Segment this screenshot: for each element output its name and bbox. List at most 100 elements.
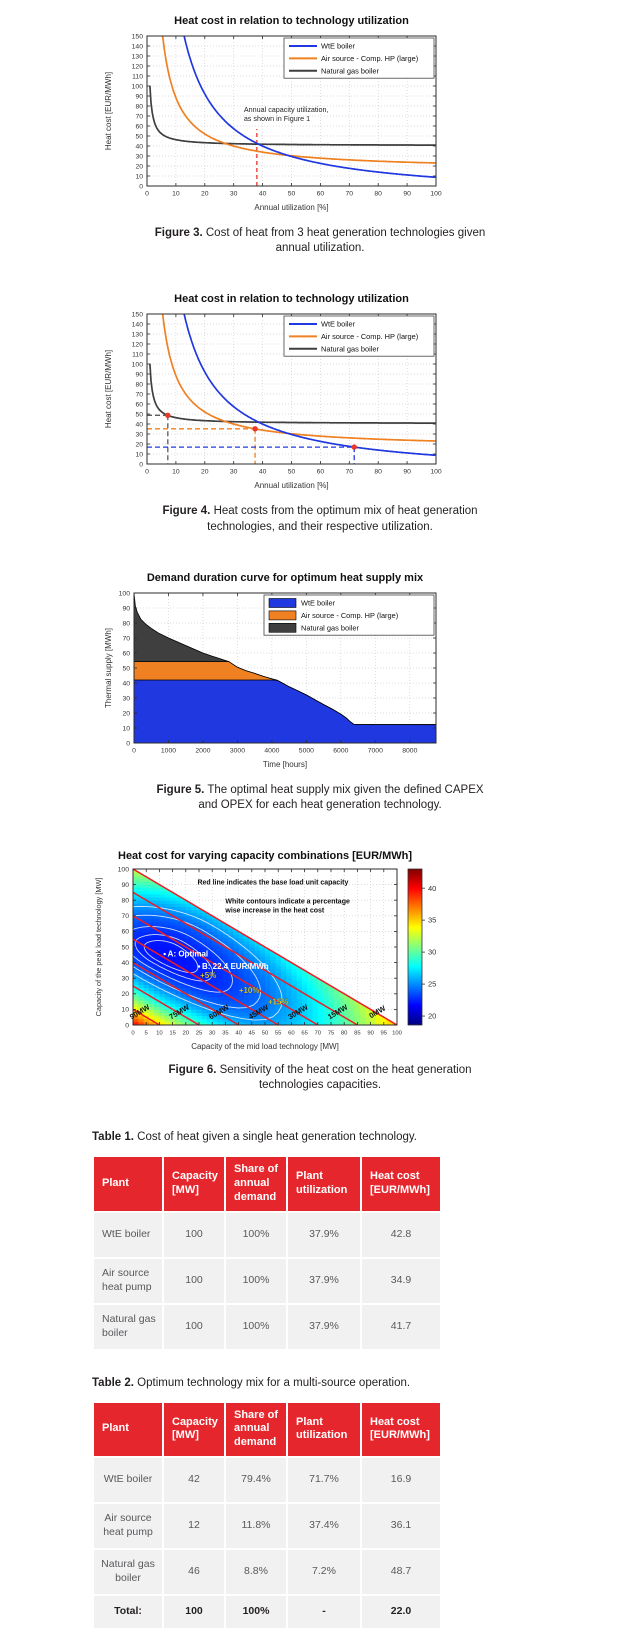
table-header-row: Plant Capacity [MW] Share of annual demand… [94, 1402, 440, 1456]
colorbar-tick-label: 30 [428, 948, 436, 957]
y-tick-label: 50 [135, 133, 143, 140]
axes: 0 1000 2000 3000 4000 5000 6000 7000 8000 0 10 20 30… [119, 590, 437, 754]
table-cell: 100 [164, 1258, 224, 1303]
table-cell: Natural gas boiler [94, 1304, 162, 1349]
operating-point-marker [252, 426, 258, 432]
colorbar-tick-label: 40 [428, 884, 436, 893]
header-cell: Share of annual demand [226, 1402, 286, 1456]
x-tick-label: 90 [367, 1031, 374, 1037]
legend-label: Air source - Comp. HP (large) [301, 611, 398, 620]
header-cell: Heat cost [EUR/MWh] [362, 1157, 440, 1211]
x-tick-label: 95 [381, 1031, 388, 1037]
table-cell: 100% [226, 1304, 286, 1349]
y-tick-label: 90 [135, 93, 143, 100]
table-1-caption: Table 1. Cost of heat given a single hea… [92, 1131, 562, 1143]
base-load-line [132, 915, 319, 1026]
x-axis-label: Time [hours] [263, 760, 307, 769]
x-tick-label: 65 [301, 1031, 308, 1037]
figure-6: 90MW 75MW 60MW 45MW 30MW 15MW 0MW Red line indi… [90, 843, 550, 1093]
table-cell: 42.8 [362, 1212, 440, 1257]
y-tick-label: 60 [121, 929, 129, 936]
figure-6-caption: Figure 6. Sensitivity of the heat cost o… [124, 1063, 516, 1093]
base-load-line [132, 891, 358, 1026]
table-cell: Air source heat pump [94, 1258, 162, 1303]
table-cell: 100% [226, 1258, 286, 1303]
table-cell: 12 [164, 1503, 224, 1548]
figure-5-caption-label: Figure 5. [156, 783, 205, 796]
operating-point-marker [351, 444, 357, 451]
x-tick-label: 0 [145, 191, 149, 198]
x-tick-label: 15 [169, 1031, 176, 1037]
x-tick-label: 60 [317, 469, 325, 476]
legend-label: WtE boiler [321, 42, 356, 51]
x-tick-label: 50 [288, 191, 296, 198]
table-cell: 22.0 [362, 1595, 440, 1628]
heatmap-annotation-2: White contours indicate a percentage [225, 898, 350, 905]
series-wte-boiler [183, 36, 436, 179]
x-tick-label: 55 [275, 1031, 282, 1037]
x-tick-label: 80 [374, 469, 382, 476]
x-tick-label: 70 [346, 191, 354, 198]
y-tick-label: 40 [121, 960, 129, 967]
contour-percent-label: +15% [268, 998, 289, 1007]
annotation-text-line1: Annual capacity utilization, [244, 105, 329, 114]
figure-6-caption-label: Figure 6. [168, 1064, 217, 1077]
legend-label: Natural gas boiler [321, 66, 379, 75]
header-cell: Heat cost [EUR/MWh] [362, 1402, 440, 1456]
x-tick-label: 30 [230, 469, 238, 476]
x-tick-label: 25 [196, 1031, 203, 1037]
y-tick-label: 120 [132, 63, 144, 70]
y-tick-label: 30 [135, 432, 143, 439]
y-tick-label: 10 [121, 1007, 129, 1014]
table-1: Plant Capacity [MW] Share of annual demand… [92, 1155, 442, 1351]
x-tick-label: 30 [209, 1031, 216, 1037]
table-row: Air source heat pump 12 11.8% 37.4% 36.1 [94, 1503, 440, 1548]
table-1-block: Table 1. Cost of heat given a single hea… [92, 1131, 562, 1351]
chart-title: Heat cost in relation to technology util… [174, 15, 409, 27]
table-cell: WtE boiler [94, 1457, 162, 1502]
x-axis-label: Annual utilization [%] [254, 481, 328, 490]
colorbar: 20 25 30 35 40 [407, 868, 436, 1026]
heatmap-annotation-1: Red line indicates the base load unit ca… [197, 880, 348, 887]
table-2-caption: Table 2. Optimum technology mix for a mu… [92, 1377, 562, 1389]
series-group [149, 36, 436, 186]
y-tick-label: 80 [122, 620, 130, 627]
x-tick-label: 90 [403, 469, 411, 476]
table-cell: 36.1 [362, 1503, 440, 1548]
table-cell: WtE boiler [94, 1212, 162, 1257]
y-tick-label: 20 [121, 991, 129, 998]
table-cell: 7.2% [288, 1549, 360, 1594]
header-cell: Plant [94, 1402, 162, 1456]
table-cell: 37.9% [288, 1258, 360, 1303]
table-row: Natural gas boiler 100 100% 37.9% 41.7 [94, 1304, 440, 1349]
x-tick-label: 8000 [402, 747, 417, 754]
table-cell: 100 [164, 1212, 224, 1257]
table-cell: 48.7 [362, 1549, 440, 1594]
x-tick-label: 3000 [230, 747, 245, 754]
series-wte-boiler [183, 314, 436, 457]
x-tick-label: 35 [222, 1031, 229, 1037]
figure-3-caption-line2: annual utilization. [275, 242, 365, 255]
table-cell: 71.7% [288, 1457, 360, 1502]
x-tick-label: 40 [235, 1031, 242, 1037]
x-tick-label: 85 [354, 1031, 361, 1037]
y-tick-label: 90 [121, 882, 129, 889]
x-tick-label: 20 [201, 469, 209, 476]
y-tick-label: 60 [135, 402, 143, 409]
contour-percent-label: +10% [239, 986, 260, 995]
table-2-block: Table 2. Optimum technology mix for a mu… [92, 1377, 562, 1630]
y-tick-label: 20 [122, 710, 130, 717]
y-tick-label: 20 [135, 442, 143, 449]
x-tick-label: 70 [346, 469, 354, 476]
table-row: WtE boiler 100 100% 37.9% 42.8 [94, 1212, 440, 1257]
y-tick-label: 80 [135, 382, 143, 389]
table-cell: 8.8% [226, 1549, 286, 1594]
x-tick-label: 60 [288, 1031, 295, 1037]
legend-label: WtE boiler [321, 320, 356, 329]
table-cell: Total: [94, 1595, 162, 1628]
y-tick-label: 70 [122, 635, 130, 642]
y-axis-label: Heat cost [EUR/MWh] [104, 72, 113, 150]
table-row: WtE boiler 42 79.4% 71.7% 16.9 [94, 1457, 440, 1502]
base-load-line [132, 961, 239, 1026]
